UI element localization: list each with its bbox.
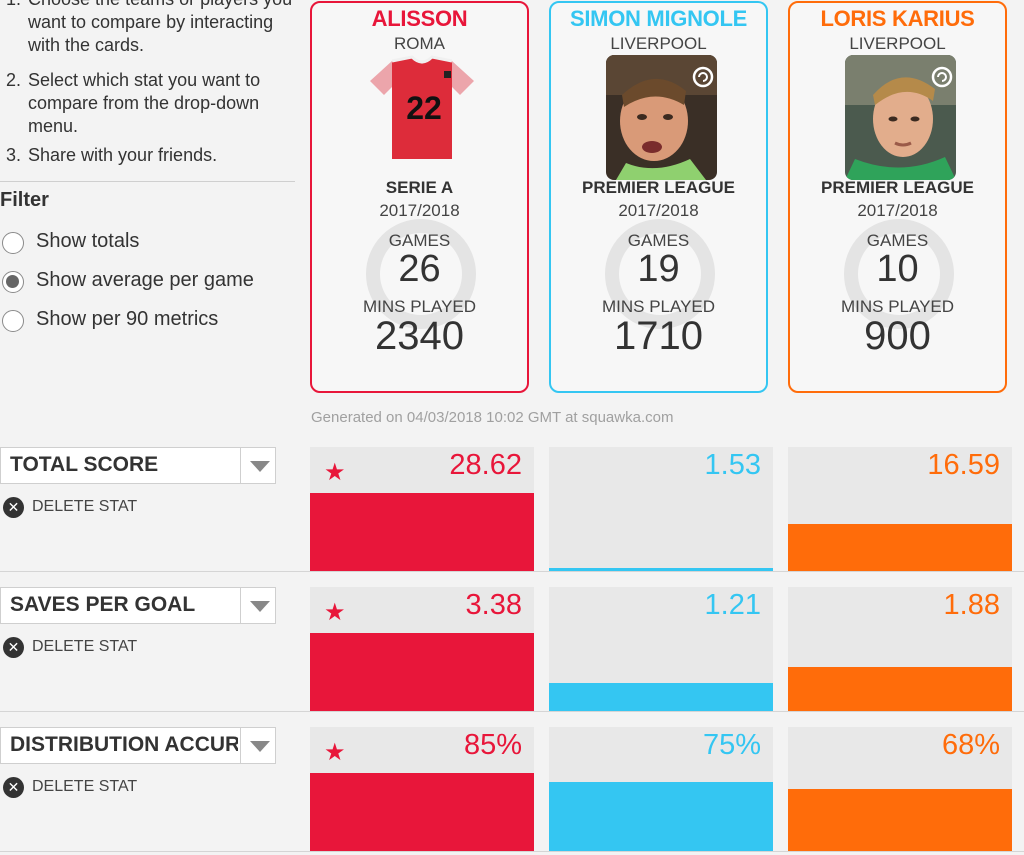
chevron-down-icon[interactable]	[250, 461, 270, 472]
svg-text:22: 22	[406, 90, 442, 126]
stat-bar	[310, 493, 534, 571]
stat-cell: 1.21	[549, 587, 773, 711]
stat-cell: 75%	[549, 727, 773, 851]
stat-value: 1.88	[943, 589, 1000, 621]
radio-button[interactable]	[2, 310, 24, 332]
mins-label: MINS PLAYED	[840, 297, 955, 316]
stat-value: 75%	[702, 729, 761, 761]
stat-select[interactable]: DISTRIBUTION ACCURACY	[0, 727, 276, 764]
select-separator	[240, 588, 241, 623]
stat-value: 68%	[941, 729, 1000, 761]
shirt-icon: 22	[362, 55, 482, 180]
chevron-down-icon[interactable]	[250, 601, 270, 612]
games-value: 10	[876, 248, 919, 290]
player-league: PREMIER LEAGUE	[581, 178, 736, 197]
games-value: 19	[637, 248, 680, 290]
delete-stat-label: DELETE STAT	[32, 638, 138, 655]
stat-cell: 1.88	[788, 587, 1012, 711]
stat-select-label: SAVES PER GOAL	[10, 593, 196, 616]
star-icon: ★	[324, 739, 346, 766]
radio-button[interactable]	[2, 232, 24, 254]
stat-select-label: DISTRIBUTION ACCURACY	[10, 733, 238, 756]
stat-value: 28.62	[449, 449, 522, 481]
stat-bar	[549, 683, 773, 711]
stat-cell: 85% ★	[310, 727, 534, 851]
stat-bar	[549, 782, 773, 851]
mins-label: MINS PLAYED	[601, 297, 716, 316]
radio-button-selected[interactable]	[2, 271, 24, 293]
row-divider	[0, 851, 1024, 852]
player-name: ALISSON	[371, 6, 468, 31]
stat-cell: 16.59	[788, 447, 1012, 571]
player-card-alisson[interactable]: ALISSON ROMA 22 SERIE A 2017/2018 GAMES …	[310, 1, 529, 393]
delete-stat-label: DELETE STAT	[32, 498, 138, 515]
close-circle-icon[interactable]: ✕	[3, 777, 24, 798]
stat-bar	[788, 524, 1012, 571]
mins-value: 1710	[614, 314, 703, 358]
stat-value: 85%	[463, 729, 522, 761]
stat-select[interactable]: SAVES PER GOAL	[0, 587, 276, 624]
stat-cell: 68%	[788, 727, 1012, 851]
player-team: ROMA	[394, 34, 445, 53]
player-league: SERIE A	[385, 178, 454, 197]
squawka-badge-icon	[692, 66, 714, 88]
mins-value: 2340	[375, 314, 464, 358]
squawka-badge-icon	[931, 66, 953, 88]
stat-select-label: TOTAL SCORE	[10, 453, 159, 476]
player-season: 2017/2018	[857, 201, 938, 220]
delete-stat-label: DELETE STAT	[32, 778, 138, 795]
player-photo	[606, 55, 717, 180]
generated-note: Generated on 04/03/2018 10:02 GMT at squ…	[311, 409, 674, 426]
player-team: LIVERPOOL	[610, 34, 707, 53]
stat-cell: 1.53	[549, 447, 773, 571]
row-divider	[0, 571, 1024, 572]
close-circle-icon[interactable]: ✕	[3, 497, 24, 518]
games-label: GAMES	[866, 231, 929, 250]
player-card-mignolet[interactable]: SIMON MIGNOLE LIVERPOOL PREMIER LEAGUE 2…	[549, 1, 768, 393]
player-team: LIVERPOOL	[849, 34, 946, 53]
player-name: LORIS KARIUS	[820, 6, 975, 31]
player-photo	[845, 55, 956, 180]
select-separator	[240, 728, 241, 763]
mins-value: 900	[864, 314, 931, 358]
stat-value: 1.21	[704, 589, 761, 621]
close-circle-icon[interactable]: ✕	[3, 637, 24, 658]
stat-bar	[549, 568, 773, 571]
star-icon: ★	[324, 459, 346, 486]
player-season: 2017/2018	[379, 201, 460, 220]
stat-value: 3.38	[465, 589, 522, 621]
chevron-down-icon[interactable]	[250, 741, 270, 752]
stat-value: 1.53	[704, 449, 761, 481]
stat-select[interactable]: TOTAL SCORE	[0, 447, 276, 484]
select-separator	[240, 448, 241, 483]
player-league: PREMIER LEAGUE	[820, 178, 975, 197]
mins-label: MINS PLAYED	[362, 297, 477, 316]
stat-bar	[310, 633, 534, 711]
row-divider	[0, 711, 1024, 712]
star-icon: ★	[324, 599, 346, 626]
stat-bar	[788, 789, 1012, 851]
stat-bar	[788, 667, 1012, 711]
stat-value: 16.59	[927, 449, 1000, 481]
divider	[0, 181, 295, 182]
games-label: GAMES	[627, 231, 690, 250]
stat-bar	[310, 773, 534, 851]
player-season: 2017/2018	[618, 201, 699, 220]
stat-cell: 3.38 ★	[310, 587, 534, 711]
filter-title: Filter	[0, 189, 49, 211]
games-value: 26	[398, 248, 441, 290]
games-label: GAMES	[388, 231, 451, 250]
stat-cell: 28.62 ★	[310, 447, 534, 571]
player-card-karius[interactable]: LORIS KARIUS LIVERPOOL PREMIER LEAGUE 20…	[788, 1, 1007, 393]
player-name: SIMON MIGNOLE	[570, 6, 747, 31]
